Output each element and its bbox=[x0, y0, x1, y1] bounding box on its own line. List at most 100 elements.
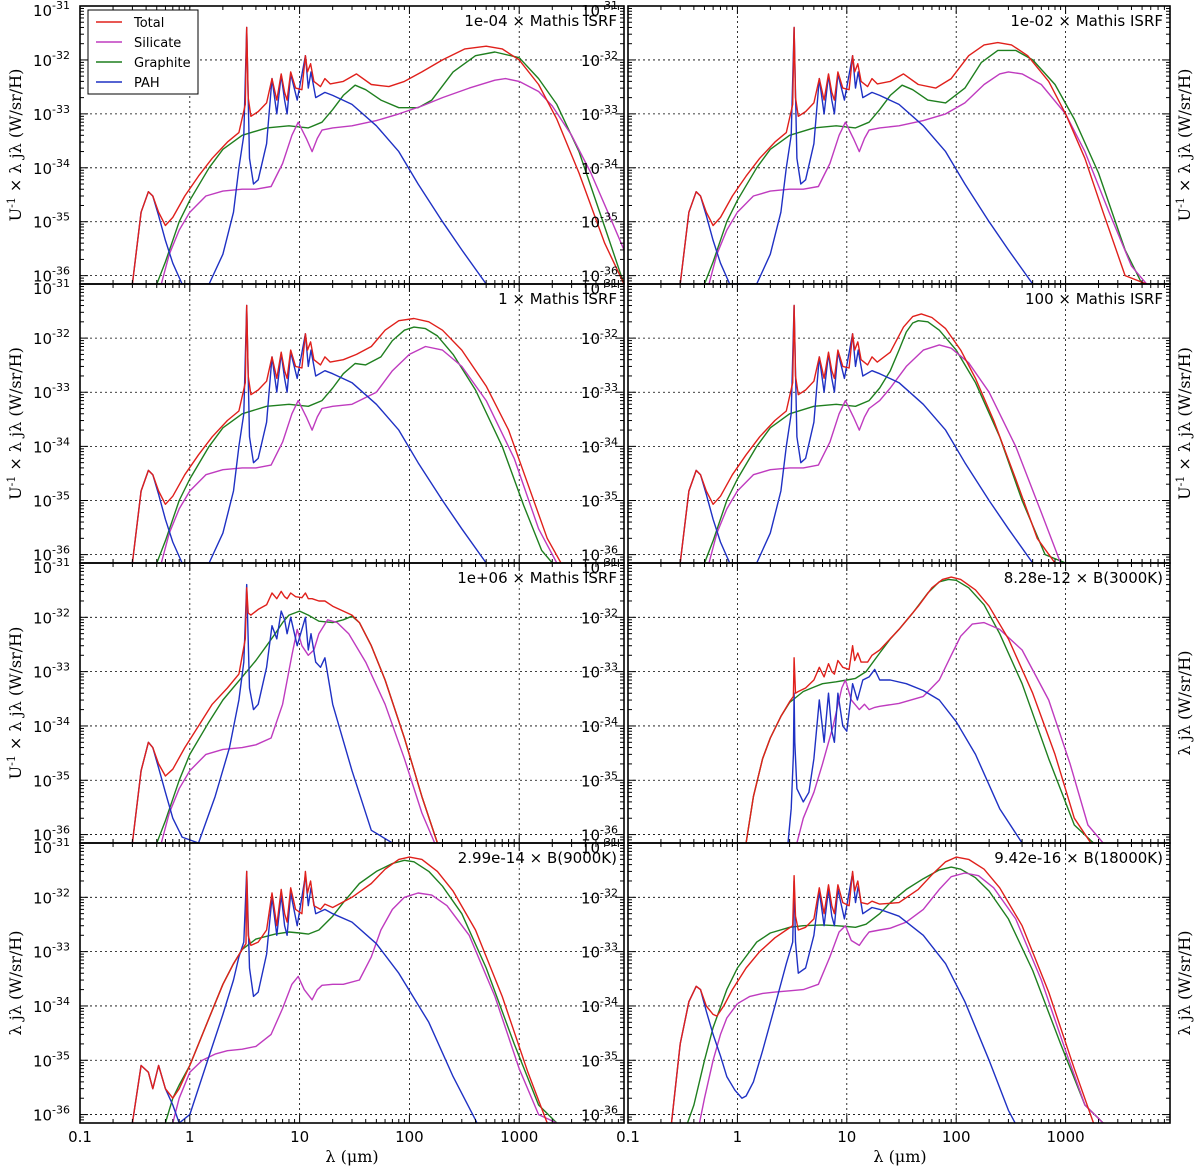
y-axis-label: U-1 × λ jλ (W/sr/H) bbox=[1174, 69, 1195, 222]
y-tick-label: 10-33 bbox=[33, 941, 70, 962]
series-line-total bbox=[679, 26, 1147, 284]
chart-panel-7: 10-36 10-35 10-34 10-33 10-32 10-31 0.1 1 10 100 1… bbox=[6, 836, 625, 1146]
series-group bbox=[131, 583, 439, 843]
y-tick-label: 10-33 bbox=[581, 941, 618, 962]
series-line-pah bbox=[131, 870, 478, 1123]
series-line-silicate bbox=[708, 344, 1062, 563]
x-tick-label: 1000 bbox=[500, 1128, 538, 1146]
panel-annotation: 8.28e-12 × B(3000K) bbox=[1004, 569, 1163, 587]
chart-panel-6: 10-36 10-35 10-34 10-33 10-32 10-31 8.28e-12 ×… bbox=[581, 556, 1194, 845]
panel-annotation: 100 × Mathis ISRF bbox=[1025, 290, 1163, 308]
y-axis-label: λ jλ (W/sr/H) bbox=[1175, 931, 1194, 1036]
series-group bbox=[670, 856, 1104, 1123]
x-tick-label: 0.1 bbox=[68, 1128, 92, 1146]
ticks bbox=[79, 842, 625, 1124]
y-tick-label: 10-31 bbox=[581, 836, 618, 857]
ticks bbox=[79, 5, 625, 285]
grid bbox=[628, 843, 1170, 1123]
y-tick-label: 10-32 bbox=[33, 49, 70, 70]
series-line-total bbox=[131, 587, 439, 843]
y-tick-label: 10-31 bbox=[33, 836, 70, 857]
plot-frame bbox=[79, 842, 625, 1124]
y-tick-label: 10-33 bbox=[581, 103, 618, 124]
grid bbox=[628, 284, 1170, 563]
y-tick-label: 10-32 bbox=[33, 606, 70, 627]
y-tick-label: 10-32 bbox=[33, 886, 70, 907]
y-tick-label: 10-36 bbox=[33, 265, 70, 286]
y-tick-label: 10-32 bbox=[581, 327, 618, 348]
y-tick-label: 10-31 bbox=[581, 0, 618, 20]
series-line-pah bbox=[787, 668, 1023, 843]
y-tick-label: 10-33 bbox=[581, 381, 618, 402]
series-line-silicate bbox=[160, 77, 624, 284]
legend-label-total: Total bbox=[133, 16, 164, 31]
series-line-total bbox=[679, 304, 1056, 563]
y-tick-label: 10-31 bbox=[581, 556, 618, 577]
grid bbox=[80, 563, 624, 843]
y-tick-label: 10-31 bbox=[33, 0, 70, 20]
x-tick-label: 100 bbox=[942, 1128, 971, 1146]
x-tick-label: 100 bbox=[395, 1128, 424, 1146]
y-tick-label: 10-31 bbox=[581, 277, 618, 298]
chart-panel-4: 10-36 10-35 10-34 10-33 10-32 10-31 100 × Math… bbox=[581, 277, 1195, 565]
x-tick-label: 1 bbox=[185, 1128, 195, 1146]
y-tick-label: 10-32 bbox=[581, 606, 618, 627]
y-axis-label: λ jλ (W/sr/H) bbox=[1175, 651, 1194, 756]
legend-label-silicate: Silicate bbox=[134, 36, 181, 51]
ticks bbox=[79, 562, 625, 844]
plot-frame bbox=[627, 842, 1171, 1124]
series-line-total bbox=[670, 856, 1095, 1123]
series-group bbox=[131, 304, 562, 563]
y-axis-label: U-1 × λ jλ (W/sr/H) bbox=[5, 69, 26, 222]
series-line-silicate bbox=[172, 892, 558, 1123]
series-group bbox=[131, 26, 624, 284]
series-line-silicate bbox=[160, 345, 558, 563]
y-axis-label: U-1 × λ jλ (W/sr/H) bbox=[1174, 347, 1195, 500]
grid bbox=[80, 843, 624, 1123]
y-tick-label: 10-36 bbox=[33, 544, 70, 565]
y-tick-label: 10-33 bbox=[33, 103, 70, 124]
y-tick-label: 10-34 bbox=[581, 715, 618, 736]
plot-frame bbox=[627, 283, 1171, 564]
chart-panel-8: 10-36 10-35 10-34 10-33 10-32 10-31 0.1 1 10 100 1… bbox=[581, 836, 1194, 1146]
y-tick-label: 10-34 bbox=[581, 995, 618, 1016]
series-line-pah bbox=[679, 26, 1034, 284]
series-line-graphite bbox=[156, 51, 624, 284]
y-tick-label: 10-32 bbox=[581, 886, 618, 907]
series-line-pah bbox=[670, 872, 1016, 1123]
ticks bbox=[79, 283, 625, 564]
series-line-graphite bbox=[703, 320, 1066, 563]
y-tick-label: 10-36 bbox=[33, 824, 70, 845]
series-line-silicate bbox=[796, 621, 1104, 843]
series-line-silicate bbox=[708, 71, 1148, 284]
y-tick-label: 10-33 bbox=[33, 381, 70, 402]
y-tick-label: 10-35 bbox=[581, 489, 618, 510]
y-tick-label: 10-34 bbox=[581, 157, 618, 178]
grid bbox=[628, 6, 1170, 284]
y-tick-label: 10-33 bbox=[581, 661, 618, 682]
y-axis-label: U-1 × λ jλ (W/sr/H) bbox=[5, 347, 26, 500]
x-axis-label-left: λ (μm) bbox=[325, 1147, 378, 1166]
y-tick-label: 10-34 bbox=[33, 435, 70, 456]
y-tick-label: 10-32 bbox=[581, 49, 618, 70]
x-axis-label-right: λ (μm) bbox=[873, 1147, 926, 1166]
y-tick-label: 10-36 bbox=[581, 1104, 618, 1125]
x-tick-label: 1000 bbox=[1047, 1128, 1085, 1146]
series-line-graphite bbox=[745, 578, 1095, 843]
ticks bbox=[627, 5, 1171, 285]
panel-annotation: 1e-02 × Mathis ISRF bbox=[1010, 12, 1163, 30]
y-tick-label: 10-35 bbox=[33, 489, 70, 510]
x-tick-label: 0.1 bbox=[616, 1128, 640, 1146]
y-tick-label: 10-34 bbox=[581, 435, 618, 456]
panel-annotation: 2.99e-14 × B(9000K) bbox=[458, 849, 617, 867]
legend-frame bbox=[87, 9, 199, 95]
panel-annotation: 1e-04 × Mathis ISRF bbox=[464, 12, 617, 30]
y-tick-label: 10-35 bbox=[581, 211, 618, 232]
series-line-silicate bbox=[698, 872, 1104, 1123]
y-tick-label: 10-32 bbox=[33, 327, 70, 348]
x-tick-label: 1 bbox=[733, 1128, 743, 1146]
y-tick-label: 10-35 bbox=[581, 769, 618, 790]
y-tick-label: 10-34 bbox=[33, 995, 70, 1016]
